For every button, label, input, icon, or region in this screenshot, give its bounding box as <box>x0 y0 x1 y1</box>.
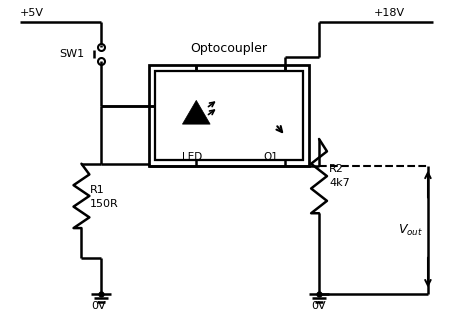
Polygon shape <box>182 100 210 124</box>
Text: +18V: +18V <box>374 8 405 18</box>
Text: R1: R1 <box>90 185 104 195</box>
Text: Q1: Q1 <box>264 152 279 162</box>
Text: $V_{out}$: $V_{out}$ <box>398 223 423 238</box>
Bar <box>155 71 303 160</box>
Text: +5V: +5V <box>20 8 44 18</box>
Text: 150R: 150R <box>90 199 118 209</box>
Text: Optocoupler: Optocoupler <box>190 42 267 55</box>
Text: 0V: 0V <box>311 301 326 311</box>
Text: LED: LED <box>182 152 202 162</box>
Text: SW1: SW1 <box>60 49 85 59</box>
Bar <box>149 65 309 166</box>
Text: 4k7: 4k7 <box>329 178 350 188</box>
Text: 0V: 0V <box>91 301 106 311</box>
Text: R2: R2 <box>329 164 344 174</box>
